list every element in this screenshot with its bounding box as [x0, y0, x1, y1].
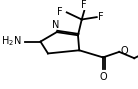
Text: N: N	[52, 20, 59, 30]
Text: F: F	[57, 7, 63, 17]
Text: O: O	[120, 46, 128, 56]
Text: F: F	[98, 12, 104, 22]
Text: H$_2$N: H$_2$N	[1, 35, 22, 49]
Text: F: F	[81, 0, 87, 10]
Text: O: O	[99, 72, 107, 82]
